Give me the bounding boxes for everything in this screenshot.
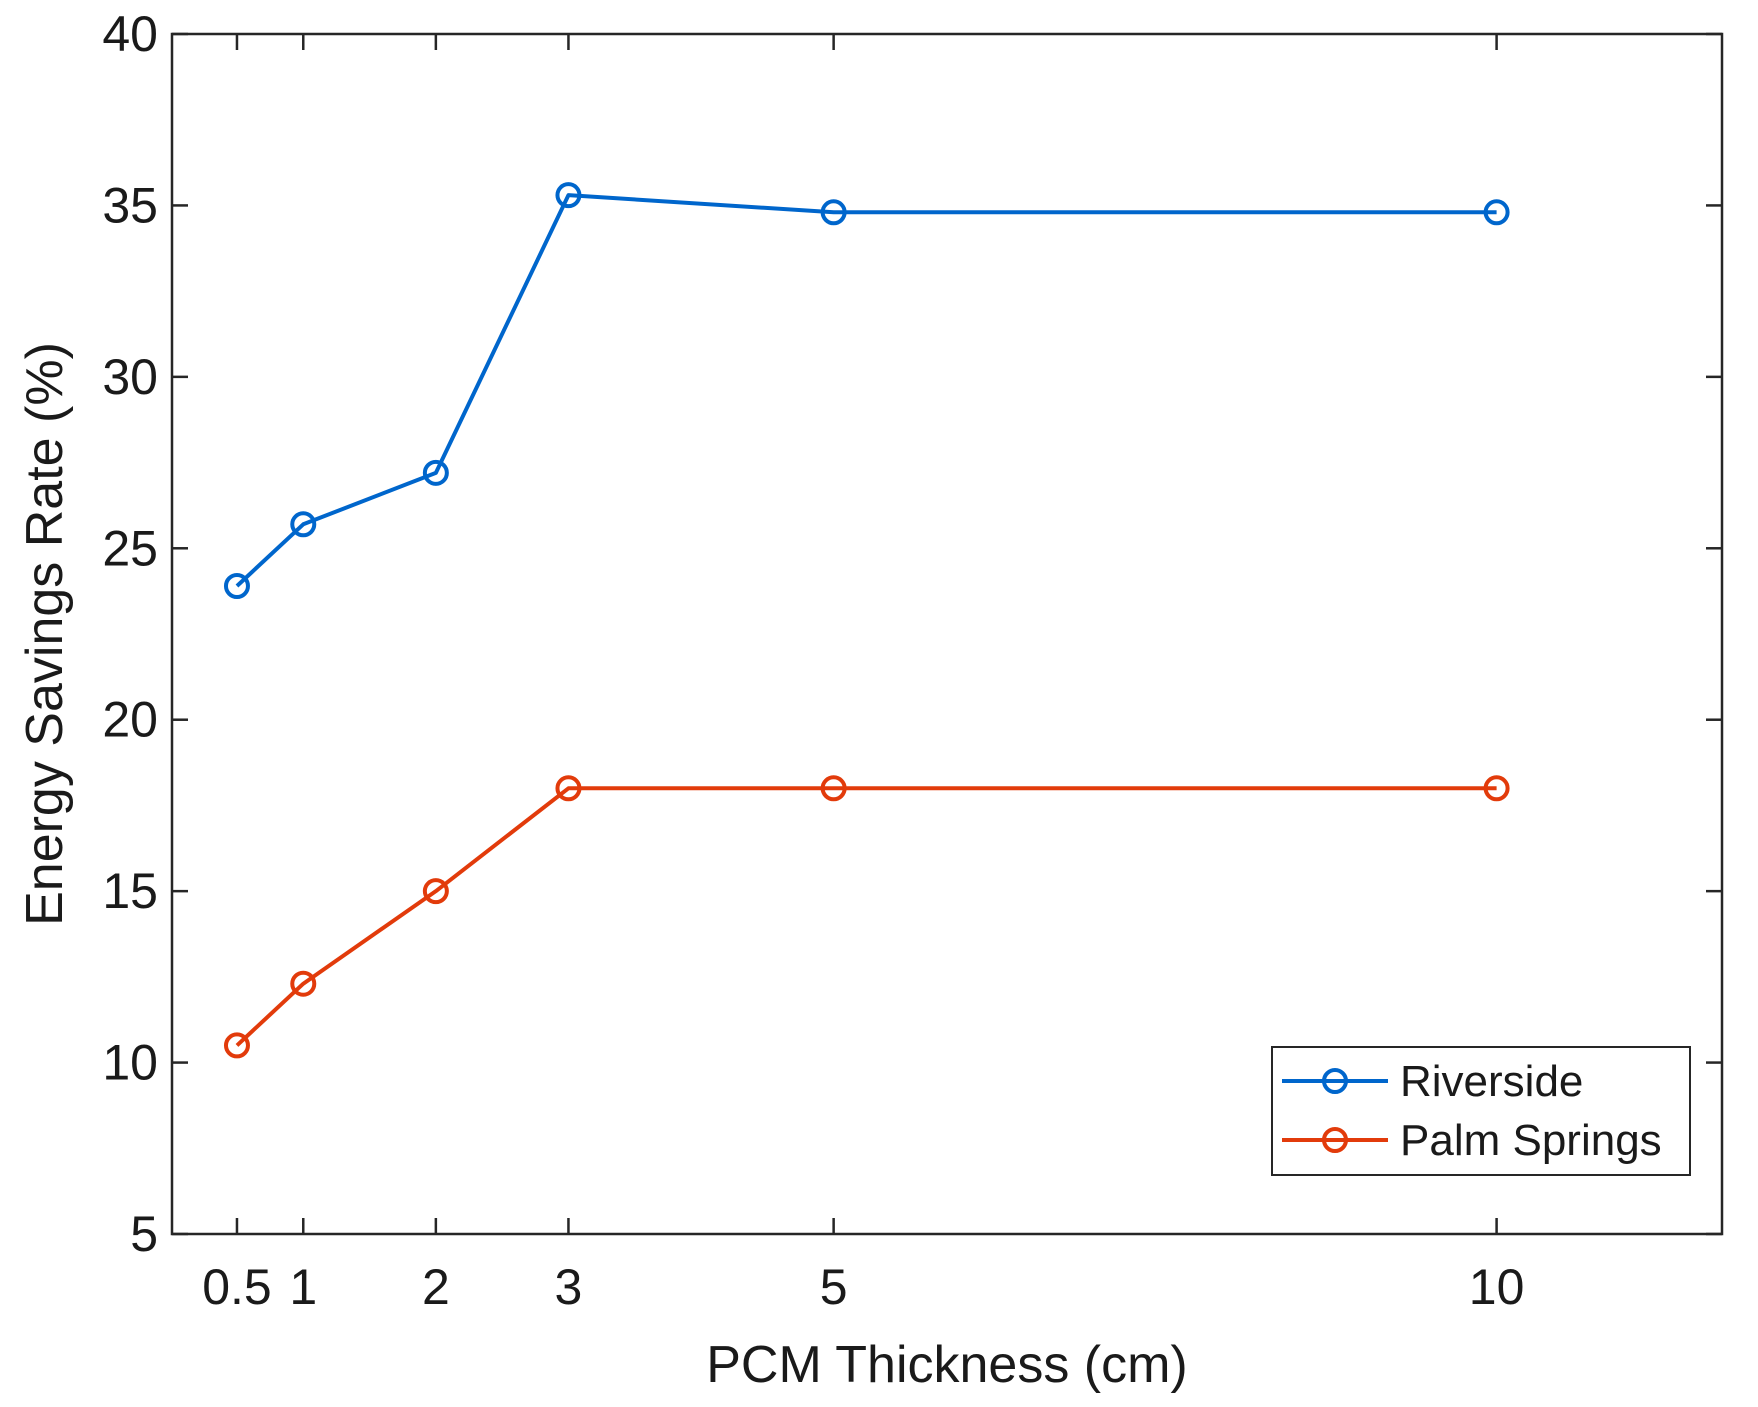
x-tick-label: 10 [1469,1259,1525,1315]
x-tick-label: 1 [289,1259,317,1315]
series-line-riverside [235,193,1497,588]
x-tick-label: 5 [820,1259,848,1315]
y-tick-label: 35 [102,177,158,233]
data-point-palm-springs [290,970,317,997]
y-tick-label: 40 [102,6,158,62]
data-point-riverside [422,459,449,486]
data-point-palm-springs [422,878,449,905]
series-line-palm-springs [235,786,1497,1047]
x-axis-label: PCM Thickness (cm) [706,1336,1188,1394]
data-point-riverside [223,573,250,599]
x-tick-label: 0.5 [202,1259,272,1315]
legend-marker-riverside [1322,1068,1348,1094]
data-point-palm-springs [820,775,847,802]
data-point-riverside [1483,199,1510,226]
data-point-palm-springs [555,775,582,802]
series-layer [223,182,1510,1059]
y-tick-label: 25 [102,520,158,576]
legend-label-palm-springs: Palm Springs [1400,1116,1662,1165]
data-point-riverside [555,182,582,209]
legend-box [1271,1046,1691,1176]
legend-label-riverside: Riverside [1400,1057,1583,1106]
y-tick-label: 20 [102,692,158,748]
y-axis-label: Energy Savings Rate (%) [16,342,74,926]
x-tick-label: 2 [422,1259,450,1315]
data-point-riverside [290,511,317,538]
x-tick-label: 3 [555,1259,583,1315]
data-point-riverside [820,199,847,226]
data-point-palm-springs [1483,775,1510,802]
y-tick-label: 10 [102,1035,158,1091]
y-tick-label: 5 [130,1206,158,1262]
y-tick-label: 30 [102,349,158,405]
legend: Riverside Palm Springs [1271,1046,1691,1176]
plot-area-frame [170,32,1724,1236]
data-point-palm-springs [223,1032,250,1059]
y-tick-label: 15 [102,863,158,919]
axis-ticks [172,32,1722,1236]
legend-marker-palm-springs [1322,1127,1348,1153]
